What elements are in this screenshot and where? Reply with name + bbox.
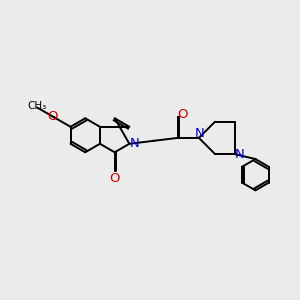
Text: N: N (235, 148, 245, 160)
Text: N: N (194, 127, 204, 140)
Text: N: N (130, 137, 140, 150)
Text: O: O (177, 108, 187, 121)
Text: O: O (110, 172, 120, 185)
Text: O: O (47, 110, 58, 123)
Text: CH₃: CH₃ (28, 101, 47, 111)
